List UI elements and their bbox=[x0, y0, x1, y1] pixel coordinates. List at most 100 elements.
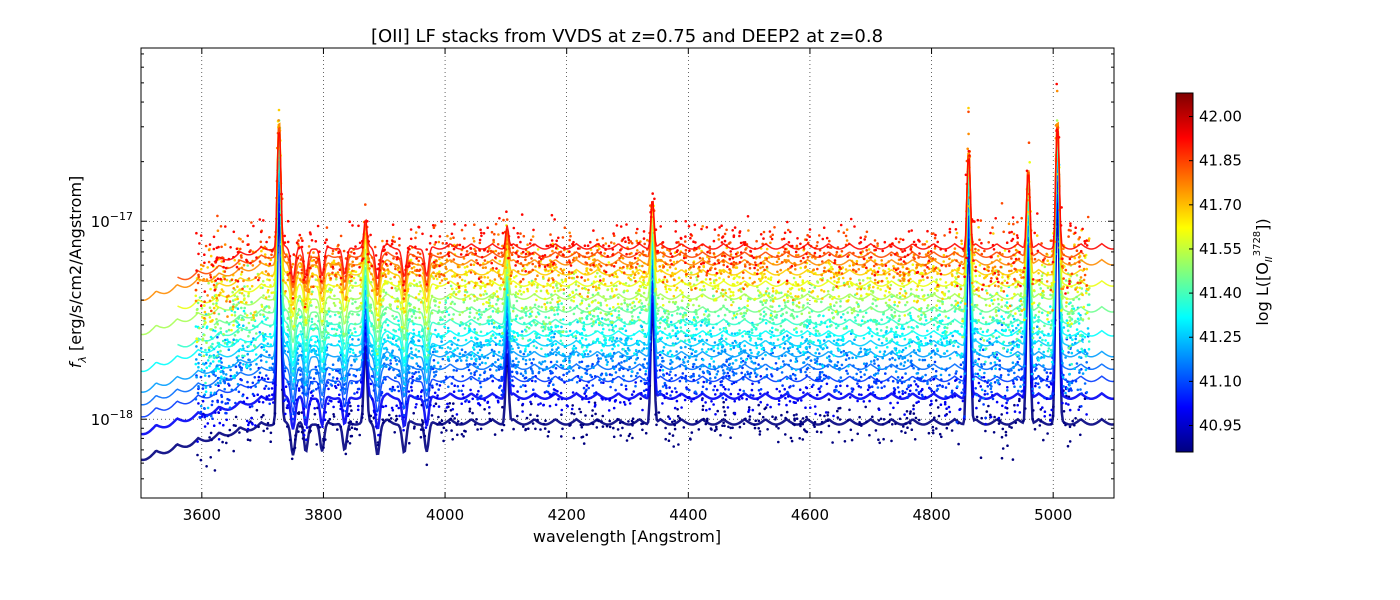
data-point bbox=[700, 398, 704, 402]
data-point bbox=[483, 398, 487, 402]
data-point bbox=[894, 348, 898, 352]
data-point bbox=[289, 358, 292, 362]
data-point bbox=[431, 350, 435, 354]
data-point bbox=[626, 356, 629, 360]
data-point bbox=[789, 374, 792, 378]
data-point bbox=[590, 317, 593, 321]
data-point bbox=[805, 337, 809, 341]
data-point bbox=[450, 343, 454, 346]
data-point bbox=[1050, 408, 1053, 412]
data-point bbox=[706, 308, 709, 311]
data-point bbox=[785, 410, 789, 414]
data-point bbox=[587, 380, 590, 384]
data-point bbox=[196, 440, 199, 443]
data-point bbox=[661, 368, 665, 372]
data-point bbox=[729, 357, 732, 360]
data-point bbox=[554, 403, 558, 407]
data-point bbox=[1041, 338, 1044, 342]
data-point bbox=[579, 410, 583, 414]
data-point bbox=[205, 465, 208, 468]
data-point bbox=[850, 328, 854, 332]
data-point bbox=[596, 315, 600, 318]
data-point bbox=[920, 393, 924, 397]
data-point bbox=[990, 299, 993, 302]
data-point bbox=[426, 348, 430, 351]
data-point bbox=[1006, 399, 1009, 402]
data-point bbox=[959, 356, 963, 359]
data-point bbox=[221, 339, 225, 343]
data-point bbox=[464, 350, 467, 354]
data-point bbox=[438, 346, 442, 349]
data-point bbox=[495, 395, 498, 399]
data-point bbox=[461, 384, 465, 388]
data-point bbox=[780, 371, 784, 374]
data-point bbox=[593, 392, 596, 395]
data-point bbox=[857, 353, 860, 356]
data-point bbox=[644, 370, 648, 373]
data-point bbox=[624, 282, 628, 285]
data-point bbox=[900, 350, 904, 354]
data-point bbox=[646, 362, 649, 365]
data-point bbox=[582, 442, 586, 445]
data-point bbox=[547, 430, 551, 434]
data-point bbox=[1068, 440, 1072, 443]
data-point bbox=[979, 312, 982, 316]
data-point bbox=[979, 385, 982, 388]
data-point bbox=[909, 354, 913, 358]
data-point bbox=[620, 361, 623, 364]
data-point bbox=[284, 412, 287, 416]
data-point bbox=[682, 331, 686, 335]
data-point bbox=[483, 408, 486, 411]
data-point bbox=[750, 360, 753, 363]
data-point bbox=[313, 412, 317, 416]
data-point bbox=[837, 379, 841, 382]
data-point bbox=[299, 373, 302, 376]
data-point bbox=[990, 390, 993, 394]
data-point bbox=[796, 399, 800, 402]
data-point bbox=[258, 400, 261, 404]
data-point bbox=[488, 412, 491, 415]
data-point bbox=[701, 404, 705, 408]
data-point bbox=[1076, 349, 1079, 352]
data-point bbox=[311, 290, 314, 294]
data-point bbox=[243, 285, 246, 288]
data-point bbox=[654, 380, 657, 384]
data-point bbox=[460, 389, 463, 393]
data-point bbox=[515, 357, 518, 360]
data-point bbox=[798, 345, 802, 349]
data-point bbox=[543, 360, 547, 363]
data-point bbox=[390, 356, 394, 359]
data-point bbox=[469, 372, 473, 375]
data-point bbox=[265, 360, 268, 364]
data-point bbox=[781, 319, 784, 323]
data-point bbox=[403, 356, 406, 360]
data-point bbox=[214, 326, 217, 329]
data-point bbox=[455, 343, 459, 347]
data-point bbox=[835, 301, 838, 304]
data-point bbox=[512, 304, 515, 307]
data-point bbox=[731, 355, 734, 358]
data-point bbox=[777, 379, 780, 383]
data-point bbox=[580, 336, 584, 340]
data-point bbox=[744, 358, 748, 362]
data-point bbox=[360, 358, 364, 362]
data-point bbox=[476, 393, 479, 396]
data-point bbox=[572, 436, 576, 440]
data-point bbox=[943, 402, 947, 406]
data-point bbox=[537, 312, 541, 316]
data-point bbox=[1052, 405, 1055, 409]
data-point bbox=[225, 418, 228, 422]
data-point bbox=[355, 391, 359, 394]
data-point bbox=[746, 331, 750, 335]
data-point bbox=[199, 410, 203, 414]
data-point bbox=[461, 393, 465, 396]
data-point bbox=[658, 393, 662, 396]
data-point bbox=[225, 320, 229, 324]
data-point bbox=[800, 335, 804, 339]
data-point bbox=[926, 380, 929, 384]
data-point bbox=[461, 353, 465, 357]
data-point bbox=[210, 346, 214, 349]
data-point bbox=[410, 319, 414, 323]
data-point bbox=[452, 402, 455, 405]
data-point bbox=[571, 391, 575, 394]
